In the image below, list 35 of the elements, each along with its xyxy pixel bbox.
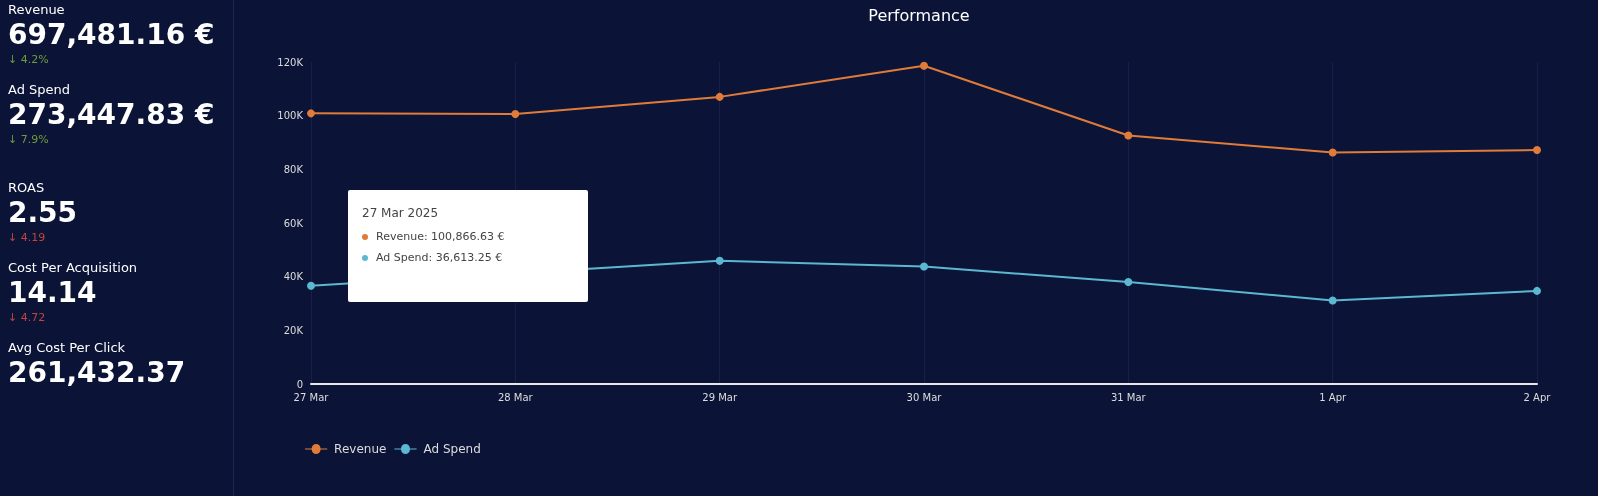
text: ↓ 4.2% — [8, 52, 50, 68]
tooltip-box: 27 Mar 2025 Revenue: 100,866.63 € Ad Spend: 36,613.25 € — [348, 190, 588, 302]
text: ↓ 4.72 — [8, 310, 47, 326]
text: ↓ 4.19 — [8, 230, 47, 246]
y-tick-label: 40K — [283, 271, 304, 283]
category-label: Cost Per Acquisition — [8, 260, 139, 276]
category-label: Avg Cost Per Click — [8, 340, 127, 356]
x-tick-label: 29 Mar — [702, 391, 738, 403]
y-tick-label: 0 — [296, 378, 303, 390]
x-tick-label: 1 Apr — [1319, 391, 1347, 403]
y-tick-label: 60K — [283, 217, 304, 229]
category-label: Ad Spend — [8, 82, 72, 98]
text: 273,447.83 € — [8, 98, 215, 131]
annotation: Ad Spend: 36,613.25 € — [376, 251, 503, 264]
x-tick-label: 28 Mar — [497, 391, 534, 403]
annotation: 27 Mar 2025 — [362, 206, 440, 220]
y-tick-label: 100K — [277, 110, 304, 122]
text: 2.55 — [8, 196, 78, 229]
x-tick-label: 27 Mar — [293, 391, 330, 403]
category-label: ROAS — [8, 180, 46, 196]
text: 261,432.37 — [8, 356, 186, 389]
y-tick-label: 120K — [277, 56, 304, 68]
legend-label: Ad Spend — [423, 442, 481, 456]
x-tick-label: 30 Mar — [906, 391, 943, 403]
text: 14.14 — [8, 276, 97, 309]
x-tick-label: 31 Mar — [1110, 391, 1147, 403]
x-tick-label: 2 Apr — [1523, 391, 1552, 403]
text: ↓ 7.9% — [8, 132, 50, 148]
text: 697,481.16 € — [8, 18, 215, 51]
category-label: Revenue — [8, 2, 66, 18]
legend-label: Revenue — [334, 442, 387, 456]
y-tick-label: 80K — [283, 163, 304, 175]
y-tick-label: 20K — [283, 324, 304, 336]
annotation: Revenue: 100,866.63 € — [376, 230, 505, 243]
chart-title: Performance — [868, 5, 970, 25]
